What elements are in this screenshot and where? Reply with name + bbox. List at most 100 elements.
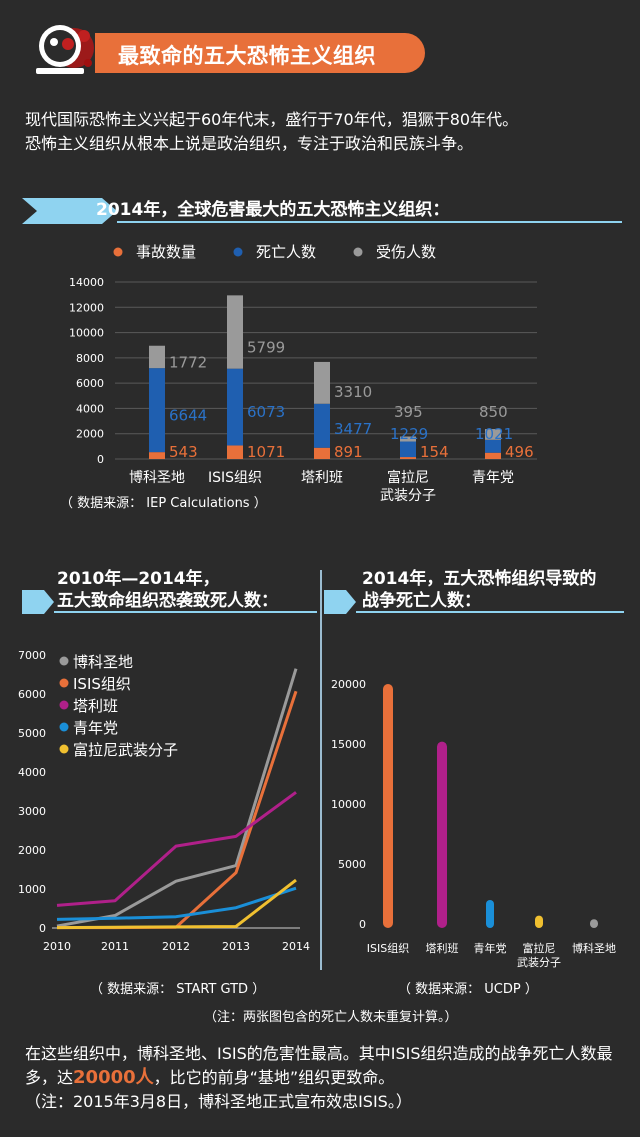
section2-title-line1: 2010年—2014年， bbox=[57, 569, 220, 589]
y-tick-label: 8000 bbox=[76, 352, 104, 365]
legend-dot bbox=[59, 678, 69, 688]
y-tick-label: 7000 bbox=[18, 649, 46, 662]
bar-segment bbox=[314, 403, 330, 448]
chart1-source: （ 数据来源： IEP Calculations ） bbox=[60, 496, 267, 511]
category-label: 武装分子 bbox=[380, 488, 436, 504]
category-label: 博科圣地 bbox=[129, 469, 185, 486]
bar-segment bbox=[227, 445, 243, 459]
bar bbox=[590, 919, 598, 928]
category-label: ISIS组织 bbox=[208, 470, 262, 486]
y-tick-label: 10000 bbox=[331, 798, 366, 811]
y-tick-label: 4000 bbox=[18, 766, 46, 779]
legend-dot bbox=[59, 700, 69, 710]
category-label: 富拉尼 bbox=[523, 941, 556, 955]
legend-dot bbox=[59, 722, 69, 732]
intro-line-2: 恐怖主义组织从根本上说是政治组织，专注于政治和民族斗争。 bbox=[25, 134, 474, 153]
conclusion-note: （注：2015年3月8日，博科圣地正式宣布效忠ISIS。） bbox=[25, 1092, 412, 1111]
legend-label: 塔利班 bbox=[73, 697, 118, 715]
data-label-incidents: 496 bbox=[505, 443, 534, 461]
data-label-deaths: 1229 bbox=[390, 425, 428, 443]
bar-segment bbox=[485, 452, 501, 459]
legend-label-1: 死亡人数 bbox=[256, 243, 316, 261]
data-label-deaths: 3477 bbox=[334, 420, 372, 438]
bar-segment bbox=[485, 429, 501, 440]
bar-segment bbox=[227, 295, 243, 369]
legend-label: 富拉尼武装分子 bbox=[73, 741, 178, 759]
category-label: 青年党 bbox=[472, 470, 514, 486]
legend-dot-0 bbox=[113, 247, 123, 257]
bar-segment bbox=[400, 436, 416, 442]
data-label-incidents: 891 bbox=[334, 443, 363, 461]
legend-dot bbox=[59, 656, 69, 666]
legend-label: 博科圣地 bbox=[73, 653, 133, 671]
data-label-deaths: 6644 bbox=[169, 406, 207, 424]
category-label: 武装分子 bbox=[517, 956, 561, 969]
data-label-injuries: 5799 bbox=[247, 339, 285, 357]
legend-label: 青年党 bbox=[73, 719, 118, 737]
y-tick-label: 3000 bbox=[18, 805, 46, 818]
legend-label-0: 事故数量 bbox=[136, 243, 196, 261]
y-tick-label: 10000 bbox=[69, 327, 104, 340]
intro-text: 现代国际恐怖主义兴起于60年代末，盛行于70年代，猖獗于80年代。 恐怖主义组织… bbox=[25, 108, 625, 156]
y-tick-label: 6000 bbox=[18, 688, 46, 701]
category-label: 博科圣地 bbox=[572, 941, 616, 955]
page-title: 最致命的五大恐怖主义组织 bbox=[118, 44, 376, 68]
category-label: 青年党 bbox=[474, 941, 507, 955]
conclusion-text: 在这些组织中，博科圣地、ISIS的危害性最高。其中ISIS组织造成的战争死亡人数… bbox=[25, 1042, 630, 1114]
y-tick-label: 0 bbox=[97, 453, 104, 466]
data-label-injuries: 3310 bbox=[334, 383, 372, 401]
data-label-injuries: 850 bbox=[479, 403, 508, 421]
chart2-svg: 0 1000 2000 3000 4000 5000 6000 7000 2010 2011 201… bbox=[18, 649, 310, 953]
data-label-deaths: 1021 bbox=[475, 425, 513, 443]
bar-segment bbox=[149, 368, 165, 453]
bar-segment bbox=[485, 439, 501, 453]
y-tick-label: 15000 bbox=[331, 738, 366, 751]
section1-ribbon bbox=[22, 198, 622, 224]
x-tick-label: 2010 bbox=[43, 940, 71, 953]
y-tick-label: 2000 bbox=[76, 428, 104, 441]
y-tick-label: 0 bbox=[39, 922, 46, 935]
section3-title-line2: 战争死亡人数： bbox=[362, 591, 481, 611]
y-tick-label: 20000 bbox=[331, 678, 366, 691]
bar-segment bbox=[149, 345, 165, 369]
bar-segment bbox=[400, 457, 416, 459]
series-line bbox=[56, 878, 297, 930]
x-tick-label: 2014 bbox=[282, 940, 310, 953]
section3-ribbon bbox=[324, 590, 624, 614]
y-tick-label: 5000 bbox=[18, 727, 46, 740]
y-tick-label: 6000 bbox=[76, 377, 104, 390]
bar bbox=[486, 900, 494, 928]
series-line bbox=[56, 791, 297, 907]
section3-title: 2014年，五大恐怖组织导致的 战争死亡人数： bbox=[362, 568, 596, 612]
legend-label-2: 受伤人数 bbox=[376, 243, 436, 261]
y-tick-label: 0 bbox=[359, 918, 366, 931]
category-label: ISIS组织 bbox=[367, 941, 409, 955]
category-label: 塔利班 bbox=[301, 470, 343, 486]
series-line bbox=[56, 886, 297, 921]
x-tick-label: 2011 bbox=[101, 940, 129, 953]
bar bbox=[437, 741, 447, 928]
legend-label: ISIS组织 bbox=[73, 675, 131, 693]
y-tick-label: 5000 bbox=[338, 858, 366, 871]
data-label-injuries: 395 bbox=[394, 403, 423, 421]
section1-title: 2014年，全球危害最大的五大恐怖主义组织： bbox=[96, 200, 450, 220]
legend-dot-1 bbox=[233, 247, 243, 257]
footnote: （注：两张图包含的死亡人数未重复计算。） bbox=[204, 1010, 458, 1025]
title-banner bbox=[95, 33, 425, 73]
section3-title-line1: 2014年，五大恐怖组织导致的 bbox=[362, 569, 597, 589]
conclusion-highlight: 20000人 bbox=[73, 1067, 154, 1088]
chart1-svg: 事故数量 死亡人数 受伤人数 0 2000 4000 6000 8000 10000 12000 1… bbox=[69, 243, 537, 504]
x-tick-label: 2013 bbox=[222, 940, 250, 953]
intro-line-1: 现代国际恐怖主义兴起于60年代末，盛行于70年代，猖獗于80年代。 bbox=[25, 110, 519, 129]
chart2-source: （ 数据来源： START GTD ） bbox=[90, 982, 266, 997]
bar-segment bbox=[149, 452, 165, 459]
y-tick-label: 14000 bbox=[69, 276, 104, 289]
section2-ribbon bbox=[22, 590, 317, 614]
bar-segment bbox=[400, 441, 416, 458]
data-label-injuries: 1772 bbox=[169, 353, 207, 371]
section2-title: 2010年—2014年， 五大致命组织恐袭致死人数： bbox=[57, 568, 278, 612]
legend-dot bbox=[59, 744, 69, 754]
conclusion-part1: 在这些组织中，博科圣地、ISIS的危害性最高。其中ISIS组织造成的战争死亡人数… bbox=[25, 1044, 613, 1087]
bar-segment bbox=[227, 368, 243, 446]
grenade-logo-icon bbox=[36, 25, 94, 74]
